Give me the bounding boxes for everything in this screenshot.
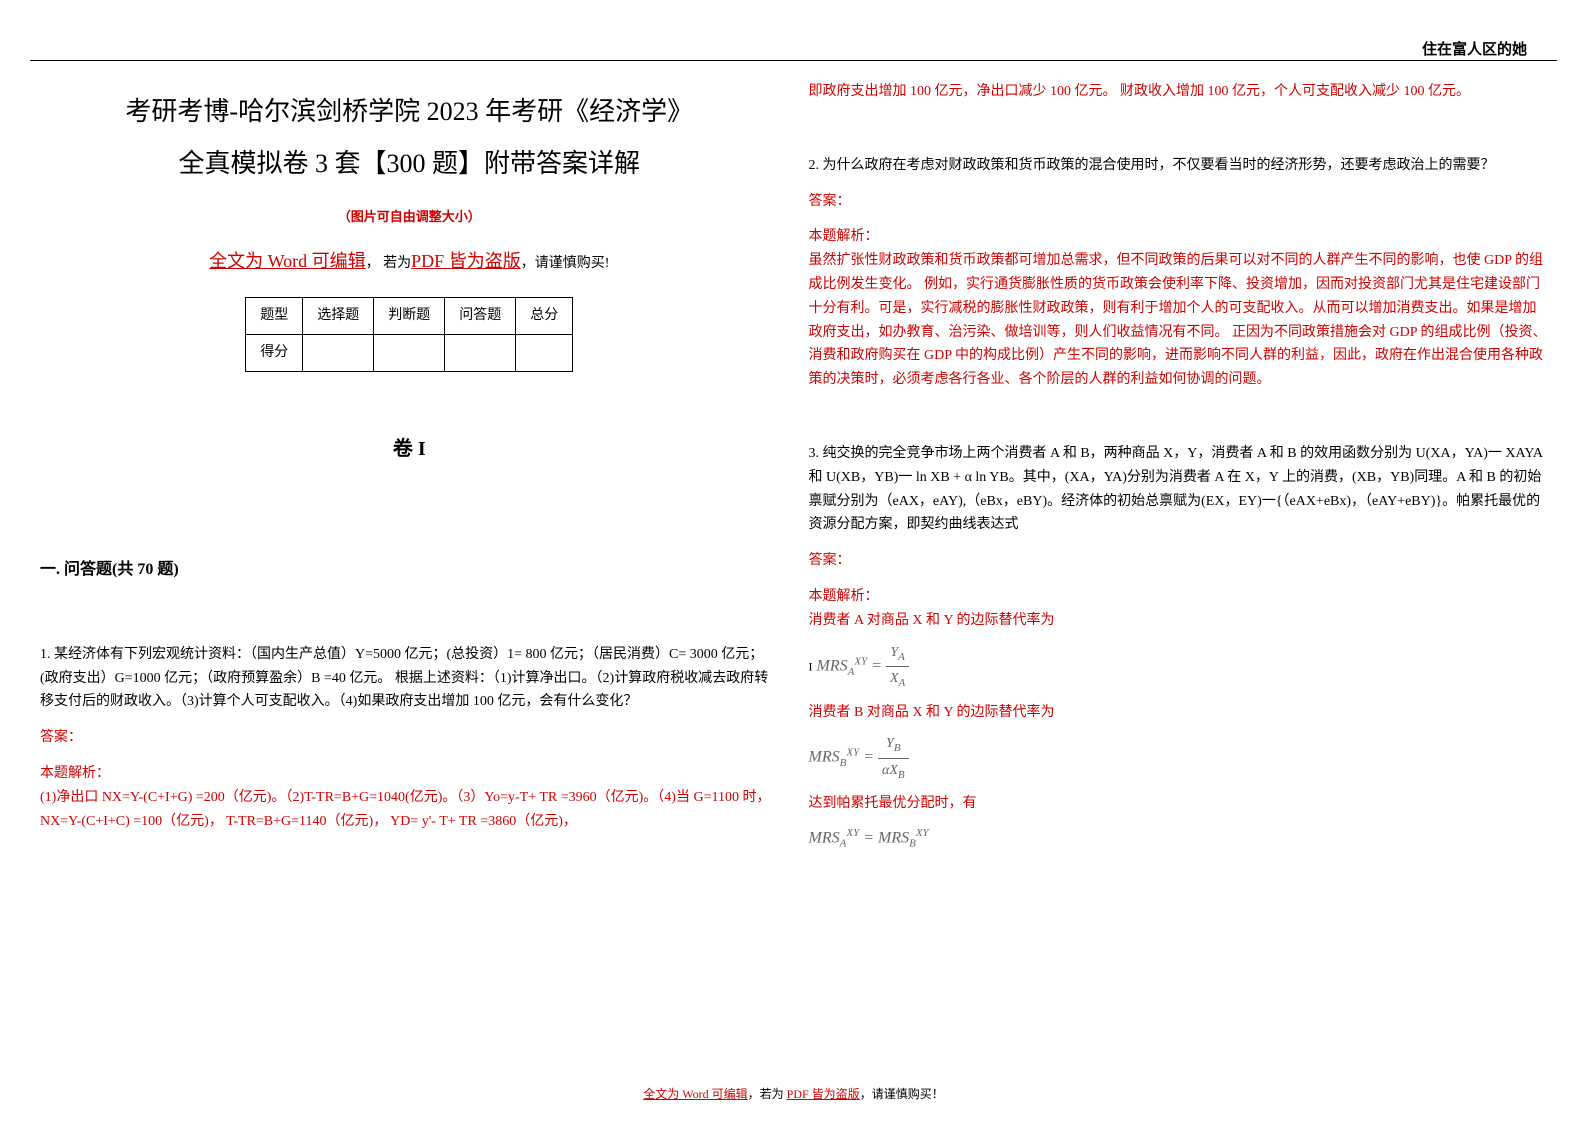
score-table: 题型 选择题 判断题 问答题 总分 得分 [245,297,573,372]
q2-analysis-label: 本题解析： [809,225,1548,249]
q1-answer-label: 答案： [40,726,779,750]
content-columns: 考研考博-哈尔滨剑桥学院 2023 年考研《经济学》 全真模拟卷 3 套【300… [40,80,1547,871]
header-divider [30,60,1557,61]
th-type: 题型 [246,298,303,335]
footer-black1: ，若为 [748,1087,787,1101]
q2-text: 2. 为什么政府在考虑对财政政策和货币政策的混合使用时，不仅要看当时的经济形势，… [809,154,1548,178]
edit-black1: ， 若为 [366,256,412,271]
footer-black2: ，请谨慎购买！ [860,1087,944,1101]
question-1: 1. 某经济体有下列宏观统计资料：（国内生产总值）Y=5000 亿元；(总投资）… [40,643,779,834]
table-score-row: 得分 [246,334,573,371]
question-2: 2. 为什么政府在考虑对财政政策和货币政策的混合使用时，不仅要看当时的经济形势，… [809,154,1548,392]
table-header-row: 题型 选择题 判断题 问答题 总分 [246,298,573,335]
edit-notice: 全文为 Word 可编辑， 若为PDF 皆为盗版，请谨慎购买! [40,246,779,277]
th-judge: 判断题 [374,298,445,335]
question-3: 3. 纯交换的完全竞争市场上两个消费者 A 和 B，两种商品 X，Y，消费者 A… [809,442,1548,853]
left-column: 考研考博-哈尔滨剑桥学院 2023 年考研《经济学》 全真模拟卷 3 套【300… [40,80,779,871]
footer-red1: 全文为 Word 可编辑 [643,1087,747,1101]
formula-mrs-b: MRSBXY = YBαXB [809,732,1548,784]
main-title-line2: 全真模拟卷 3 套【300 题】附带答案详解 [40,142,779,186]
main-title-line1: 考研考博-哈尔滨剑桥学院 2023 年考研《经济学》 [40,90,779,134]
th-choice: 选择题 [303,298,374,335]
q3-line2: 消费者 B 对商品 X 和 Y 的边际替代率为 [809,701,1548,725]
edit-black2: ，请谨慎购买! [521,256,610,271]
footer-notice: 全文为 Word 可编辑，若为 PDF 皆为盗版，请谨慎购买！ [0,1085,1587,1102]
subtitle-red: （图片可自由调整大小） [40,206,779,228]
q3-analysis-label: 本题解析： [809,585,1548,609]
q3-line1: 消费者 A 对商品 X 和 Y 的边际替代率为 [809,609,1548,633]
th-qa: 问答题 [445,298,516,335]
q1-text: 1. 某经济体有下列宏观统计资料：（国内生产总值）Y=5000 亿元；(总投资）… [40,643,779,714]
q1-analysis: (1)净出口 NX=Y-(C+I+G) =200（亿元)。（2)T-TR=B+G… [40,786,779,834]
td-empty [445,334,516,371]
th-total: 总分 [516,298,573,335]
td-empty [374,334,445,371]
td-score-label: 得分 [246,334,303,371]
q3-line3: 达到帕累托最优分配时，有 [809,792,1548,816]
q3-text: 3. 纯交换的完全竞争市场上两个消费者 A 和 B，两种商品 X，Y，消费者 A… [809,442,1548,537]
q1-analysis-cont: 即政府支出增加 100 亿元，净出口减少 100 亿元。 财政收入增加 100 … [809,80,1548,104]
juan-title: 卷 I [40,432,779,466]
edit-red1: 全文为 Word 可编辑 [209,251,366,271]
footer-red2: PDF 皆为盗版 [787,1087,860,1101]
q2-analysis: 虽然扩张性财政政策和货币政策都可增加总需求，但不同政策的后果可以对不同的人群产生… [809,249,1548,392]
q1-analysis-label: 本题解析： [40,762,779,786]
right-column: 即政府支出增加 100 亿元，净出口减少 100 亿元。 财政收入增加 100 … [809,80,1548,871]
section-heading: 一. 问答题(共 70 题) [40,556,779,583]
td-empty [516,334,573,371]
header-right-text: 住在富人区的她 [1422,38,1527,59]
formula-equal: MRSAXY = MRSBXY [809,824,1548,853]
formula-mrs-a: I MRSAXY = YAXA [809,641,1548,693]
edit-red2: PDF 皆为盗版 [411,251,521,271]
q2-answer-label: 答案： [809,190,1548,214]
q3-answer-label: 答案： [809,549,1548,573]
td-empty [303,334,374,371]
